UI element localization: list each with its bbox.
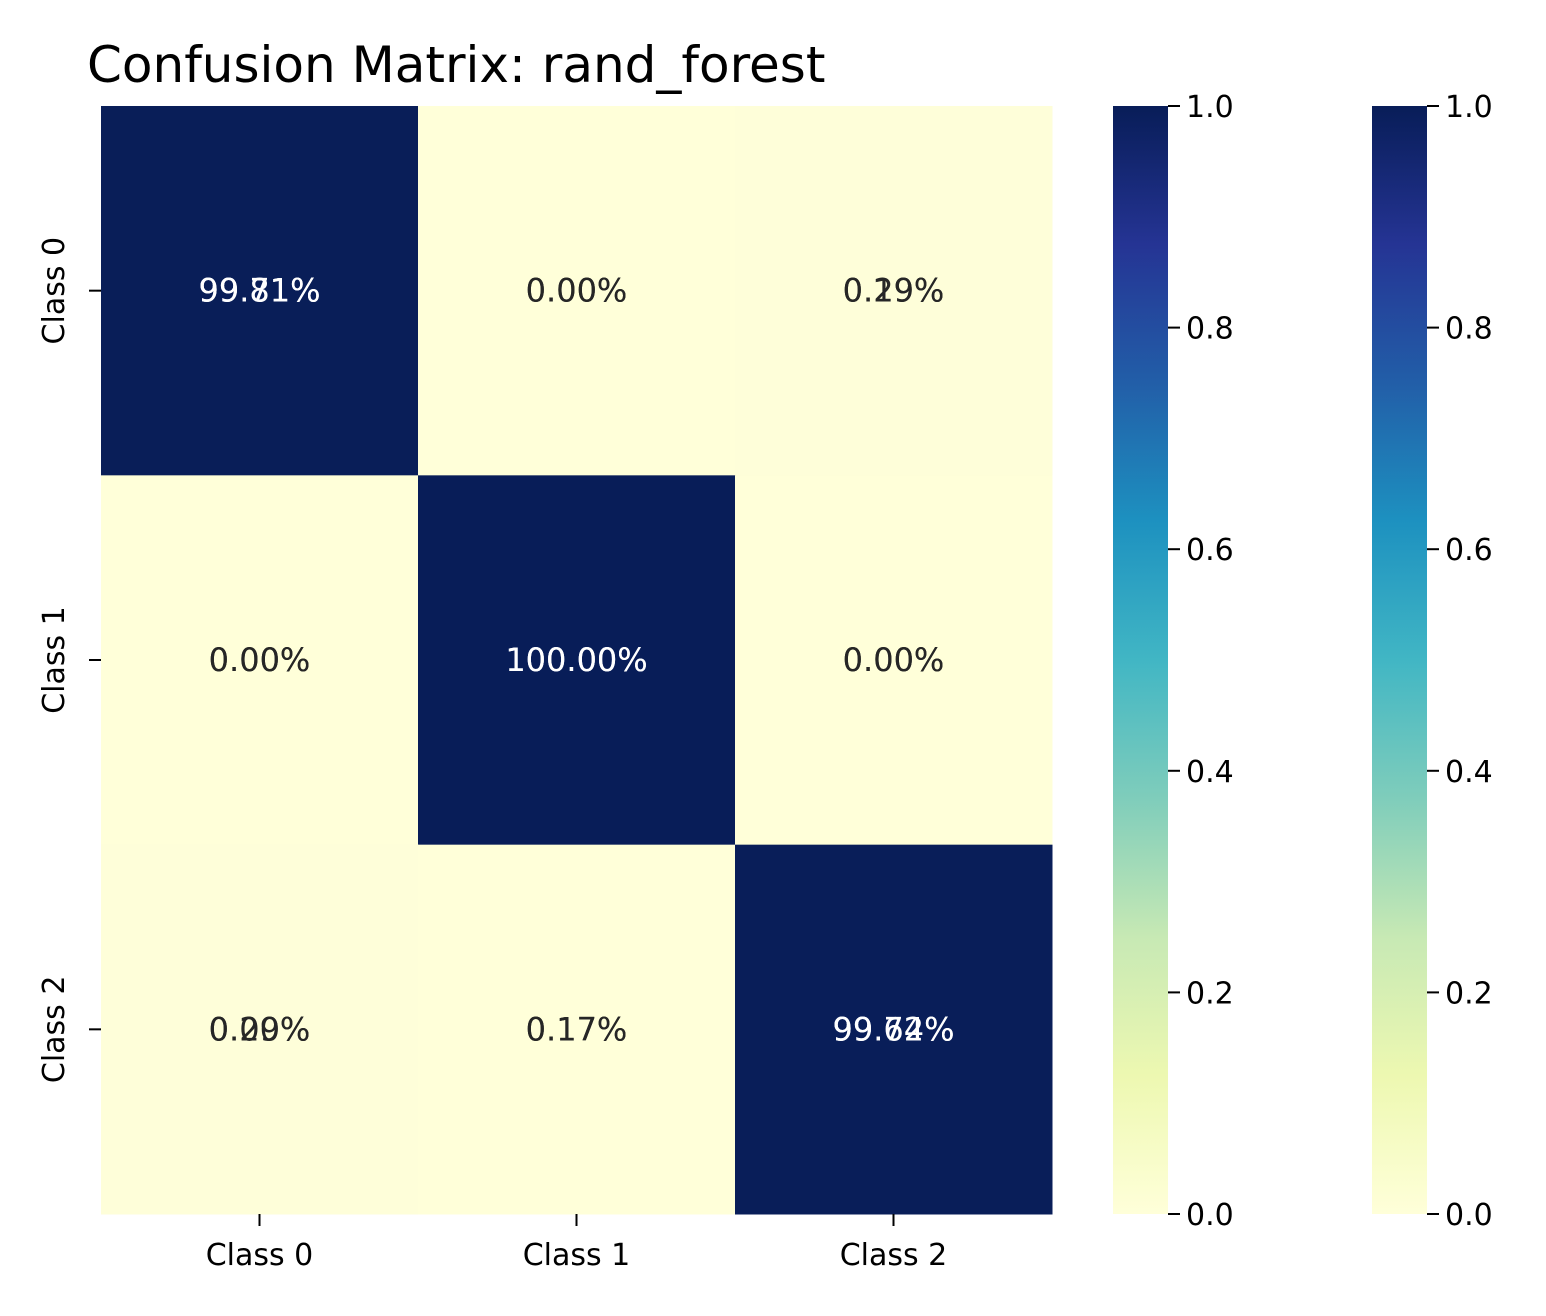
colorbar-1-tick-label-1: 0.2 bbox=[1445, 976, 1493, 1011]
cell-label-1-2-1: 0.17% bbox=[526, 1010, 628, 1048]
colorbar-1: 0.0 0.2 0.4 0.6 0.8 1.0 bbox=[1372, 90, 1493, 1233]
heatmap-cells bbox=[101, 106, 1053, 1215]
heatmap-cell-1-1 bbox=[418, 475, 736, 846]
colorbar-gradient-0 bbox=[1113, 106, 1168, 1214]
y-tick-label-2: Class 2 bbox=[37, 976, 72, 1084]
cell-label-1-2-0: 0.29% bbox=[209, 1010, 311, 1048]
heatmap-cell-0-2 bbox=[735, 106, 1053, 476]
x-axis: Class 0 Class 1 Class 2 bbox=[206, 1214, 948, 1273]
cell-label-1-0-2: 0.29% bbox=[843, 272, 945, 310]
colorbar-1-tick-label-5: 1.0 bbox=[1445, 90, 1493, 125]
colorbar-1-tick-label-3: 0.6 bbox=[1445, 533, 1493, 568]
cell-label-0-0-2: 0.19% bbox=[843, 272, 945, 310]
cell-label-1-1-0: 0.00% bbox=[209, 641, 311, 679]
cell-label-0-1-0: 0.00% bbox=[209, 641, 311, 679]
colorbar-0-tick-label-5: 1.0 bbox=[1186, 90, 1234, 125]
colorbar-1-tick-label-0: 0.0 bbox=[1445, 1198, 1493, 1233]
y-tick-label-1: Class 1 bbox=[37, 606, 72, 714]
colorbar-1-tick-label-4: 0.8 bbox=[1445, 312, 1493, 347]
cell-label-0-2-1: 0.17% bbox=[526, 1010, 628, 1048]
y-tick-label-0: Class 0 bbox=[37, 237, 72, 345]
colorbar-0-tick-label-1: 0.2 bbox=[1186, 976, 1234, 1011]
cell-label-1-0-1: 0.00% bbox=[526, 272, 628, 310]
colorbar-gradient-1 bbox=[1372, 106, 1427, 1214]
cell-label-1-0-0: 99.71% bbox=[198, 272, 320, 310]
colorbar-0-tick-label-4: 0.8 bbox=[1186, 312, 1234, 347]
heatmap-cell-2-0 bbox=[101, 844, 419, 1215]
heatmap-cell-1-0 bbox=[101, 475, 419, 846]
cell-label-0-2-2: 99.64% bbox=[832, 1010, 954, 1048]
heatmap-cell-0-1 bbox=[418, 106, 736, 476]
cell-label-0-0-1: 0.00% bbox=[526, 272, 628, 310]
cell-label-0-1-2: 0.00% bbox=[843, 641, 945, 679]
cell-label-0-2-0: 0.00% bbox=[209, 1010, 311, 1048]
colorbar-0-tick-label-3: 0.6 bbox=[1186, 533, 1234, 568]
cell-label-0-0-0: 99.81% bbox=[198, 272, 320, 310]
colorbars: 0.0 0.2 0.4 0.6 0.8 1.0 0.0 0.2 0.4 0.6 0.8 1.0 bbox=[1113, 90, 1493, 1233]
cell-label-1-1-2: 0.00% bbox=[843, 641, 945, 679]
colorbar-0-tick-label-0: 0.0 bbox=[1186, 1198, 1234, 1233]
heatmap-cell-2-2 bbox=[735, 844, 1053, 1215]
colorbar-0-tick-label-2: 0.4 bbox=[1186, 755, 1234, 790]
colorbar-1-tick-label-2: 0.4 bbox=[1445, 755, 1493, 790]
x-tick-label-1: Class 1 bbox=[523, 1238, 631, 1273]
y-axis: Class 0 Class 1 Class 2 bbox=[37, 237, 101, 1083]
cell-label-1-2-2: 99.72% bbox=[832, 1010, 954, 1048]
colorbar-0: 0.0 0.2 0.4 0.6 0.8 1.0 bbox=[1113, 90, 1234, 1233]
heatmap-cell-0-0 bbox=[101, 106, 419, 476]
chart-title: Confusion Matrix: rand_forest bbox=[87, 36, 825, 94]
x-tick-label-2: Class 2 bbox=[840, 1238, 948, 1273]
cell-label-0-1-1: 100.00% bbox=[505, 641, 647, 679]
heatmap-cell-1-2 bbox=[735, 475, 1053, 846]
cell-annotations: 99.81% 0.00% 0.19%0.00% 100.00% 0.00%0.00% 0.… bbox=[198, 272, 954, 1049]
heatmap-cell-2-1 bbox=[418, 844, 736, 1215]
x-tick-label-0: Class 0 bbox=[206, 1238, 314, 1273]
cell-label-1-1-1: 100.00% bbox=[505, 641, 647, 679]
